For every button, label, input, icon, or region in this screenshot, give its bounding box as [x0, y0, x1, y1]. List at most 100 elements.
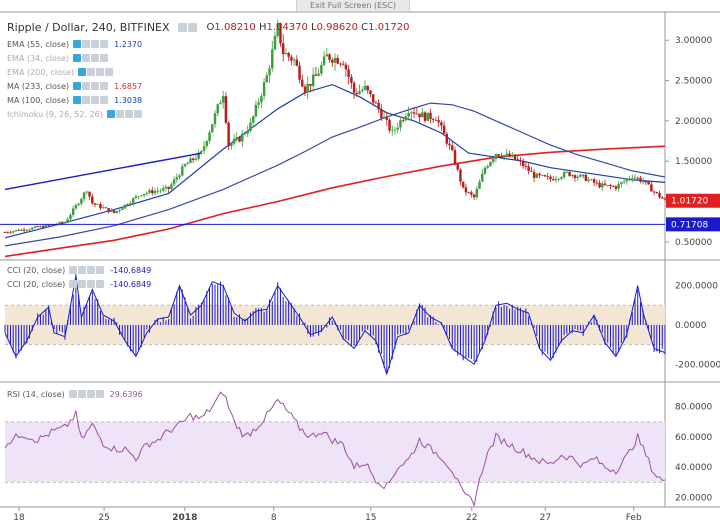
candle-body — [609, 184, 612, 187]
candle-body — [276, 23, 279, 36]
rsi-tick-label: 80.0000 — [675, 403, 712, 413]
candle-body — [429, 112, 432, 120]
legend-ma233[interactable]: MA (233, close) 1.6857 — [7, 81, 143, 91]
legend-ema34[interactable]: EMA (34, close) — [7, 52, 112, 64]
candle-body — [88, 191, 91, 197]
candle-body — [560, 177, 563, 179]
legend-cci-2[interactable]: CCI (20, close) -140.6849 — [7, 279, 152, 289]
title-buttons[interactable] — [177, 23, 197, 32]
legend-ema200[interactable]: EMA (200, close) — [7, 66, 117, 78]
candle-body — [118, 209, 121, 211]
candle-body — [314, 74, 318, 76]
candle-body — [235, 137, 239, 140]
candle-body — [641, 181, 645, 183]
candle-body — [107, 207, 110, 212]
candle-body — [650, 184, 653, 192]
candle-body — [41, 226, 45, 228]
candle-body — [611, 186, 615, 187]
candle-body — [366, 85, 369, 91]
candle-body — [292, 59, 296, 61]
candle-body — [633, 177, 637, 179]
settings-icon[interactable] — [187, 23, 197, 32]
candle-body — [527, 166, 530, 172]
close-icon — [86, 390, 95, 398]
time-tick-label: 22 — [466, 513, 477, 523]
candle-body — [617, 184, 620, 189]
candle-body — [284, 53, 288, 55]
candle-body — [382, 117, 386, 119]
candle-body — [322, 56, 326, 66]
candle-body — [153, 191, 157, 194]
settings-icon — [82, 82, 91, 90]
candle-body — [33, 226, 37, 228]
candle-body — [546, 176, 549, 178]
candle-body — [401, 120, 405, 121]
candle-body — [20, 229, 23, 231]
cci-tick-label: 200.0000 — [675, 282, 718, 292]
candle-body — [497, 154, 500, 156]
price-tick-label: 2.50000 — [675, 77, 712, 87]
candle-body — [491, 158, 495, 162]
legend-ichimoku[interactable]: Ichimoku (9, 26, 52, 26) — [7, 108, 146, 120]
candle-body — [58, 222, 61, 225]
candle-body — [388, 119, 391, 131]
legend-cci-1[interactable]: CCI (20, close) -140.6849 — [7, 265, 152, 275]
legend-ma100[interactable]: MA (100, close) 1.3038 — [7, 95, 143, 105]
candle-body — [164, 186, 168, 189]
candle-body — [579, 174, 582, 177]
eye-icon[interactable] — [177, 23, 187, 32]
candle-body — [380, 109, 383, 119]
legend-ema55[interactable]: EMA (55, close) 1.2370 — [7, 39, 143, 49]
settings-icon — [78, 280, 87, 288]
last-price-label: 1.01720 — [671, 197, 708, 207]
candle-body — [358, 91, 361, 94]
candle-body — [565, 171, 569, 173]
candle-body — [230, 143, 233, 147]
candle-body — [399, 120, 402, 128]
candle-body — [202, 146, 206, 152]
cci-line — [4, 275, 666, 376]
candle-body — [478, 181, 481, 189]
candle-body — [142, 193, 146, 196]
candle-body — [104, 207, 108, 209]
eye-icon — [73, 96, 82, 104]
candle-body — [339, 63, 342, 65]
candle-body — [93, 203, 97, 205]
candle-body — [377, 102, 380, 110]
candle-body — [571, 175, 574, 177]
candle-body — [161, 188, 165, 191]
candle-body — [543, 175, 547, 177]
exit-fullscreen-button[interactable]: Exit Full Screen (ESC) — [296, 0, 410, 12]
candle-body — [440, 122, 443, 126]
candle-body — [464, 187, 468, 193]
candle-body — [530, 171, 533, 172]
candle-body — [603, 183, 607, 186]
last-price-badge — [666, 193, 720, 208]
price-tick-label: 3.00000 — [675, 36, 712, 46]
candle-body — [467, 192, 470, 194]
candle-body — [639, 177, 642, 182]
candle-body — [606, 184, 609, 186]
candle-body — [407, 113, 410, 117]
candle-body — [44, 224, 48, 228]
candle-body — [554, 179, 558, 181]
candle-body — [434, 120, 438, 121]
candle-body — [658, 192, 661, 198]
candle-body — [410, 112, 413, 114]
candle-body — [355, 92, 359, 94]
candle-body — [134, 196, 138, 199]
candle-body — [347, 69, 350, 77]
more-icon — [95, 390, 104, 398]
candle-body — [442, 125, 446, 134]
settings-icon — [78, 266, 87, 274]
legend-rsi[interactable]: RSI (14, close) 29.6396 — [7, 389, 143, 399]
candle-body — [325, 54, 329, 57]
candle-body — [208, 132, 211, 142]
candle-body — [508, 153, 511, 157]
candle-body — [232, 139, 236, 144]
candle-body — [350, 76, 353, 83]
candle-body — [470, 192, 473, 195]
settings-icon — [77, 390, 86, 398]
candle-body — [644, 181, 648, 183]
